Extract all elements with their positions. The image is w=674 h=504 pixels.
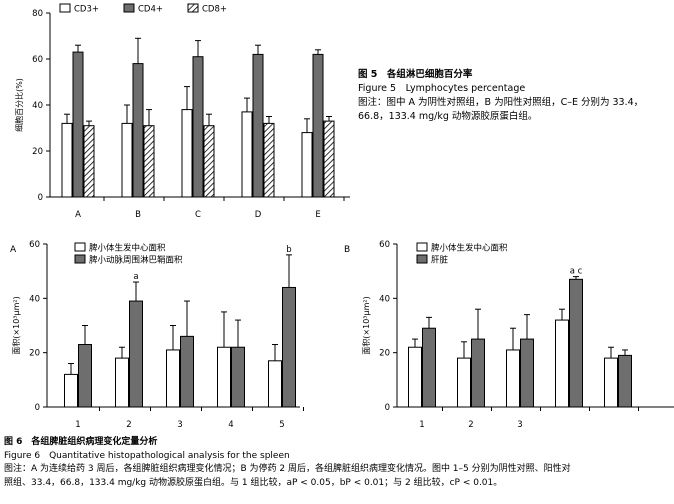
fig5-bar [143, 125, 155, 198]
fig6a-bar [166, 349, 180, 408]
fig5-y-tick-label: 0 [38, 193, 43, 203]
fig5-caption-title-en: Figure 5 Lymphocytes percentage [358, 83, 526, 94]
fig6b-bar [520, 338, 534, 408]
fig5-x-tick-label: B [135, 210, 141, 220]
fig5-y-tick-label: 80 [32, 9, 43, 19]
fig5-caption: 图 5 各组淋巴细胞百分率 Figure 5 Lymphocytes perce… [358, 68, 668, 124]
fig6b-bar [457, 357, 471, 408]
fig6b-x-tick-label: 3 [517, 420, 522, 430]
fig6-caption-note-2: 照组、33.4，66.8，133.4 mg/kg 动物源胶原蛋白组。与 1 组比… [4, 477, 503, 488]
fig6a-x-tick-label: 2 [126, 420, 131, 430]
fig6a-bar [64, 373, 78, 408]
fig5-x-tick-label: D [255, 210, 262, 220]
fig6a-x-tick-label: 3 [177, 420, 182, 430]
fig6a-y-axis-label: 面积(×10³μm²) [11, 296, 21, 354]
fig6b-significance-label: a c [570, 267, 583, 277]
fig6b-bar [618, 354, 632, 408]
fig6b-legend-label: 脾小体生发中心面积 [431, 243, 508, 254]
fig6b-bar [471, 338, 485, 408]
fig5-x-tick-label: A [75, 210, 81, 220]
fig5-bar [323, 120, 335, 198]
fig6a-legend-swatch [74, 242, 86, 252]
fig6b-bar [422, 327, 436, 408]
fig5-legend-swatch [187, 3, 199, 13]
fig5-bar [121, 122, 133, 198]
fig5-bar [203, 125, 215, 198]
fig5-bar [181, 109, 193, 198]
fig6a-bar [268, 360, 282, 408]
fig5-caption-note-2: 66.8，133.4 mg/kg 动物源胶原蛋白组。 [358, 111, 538, 122]
fig6a-bar [180, 335, 194, 408]
fig6a-y-tick-label: 40 [29, 294, 40, 304]
fig5-x-tick-label: E [315, 210, 320, 220]
fig5-bar [241, 111, 253, 198]
fig6b-bar [555, 319, 569, 408]
fig5-legend-label: CD4+ [138, 5, 163, 15]
fig6b-legend-swatch [416, 254, 428, 264]
fig6a-x-tick-label: 5 [279, 420, 284, 430]
fig6a-y-tick-label: 20 [29, 349, 40, 359]
fig6a-bar [217, 346, 231, 408]
fig6a-legend-swatch [74, 254, 86, 264]
fig5-x-tick-label: C [195, 210, 201, 220]
fig5-y-tick-label: 60 [32, 55, 43, 65]
fig6b-y-axis-label: 面积(×10³μm²) [361, 296, 371, 354]
fig6a-x-tick-label: 1 [75, 420, 80, 430]
fig6a-x-tick-label: 4 [228, 420, 233, 430]
fig6b-x-tick-label: 1 [419, 420, 424, 430]
fig5-bar [263, 122, 275, 198]
fig6b-y-tick-label: 20 [379, 349, 390, 359]
fig5-bar [312, 53, 324, 198]
fig6a-legend-label: 脾小体生发中心面积 [89, 243, 166, 254]
fig6a-y-tick-label: 0 [35, 403, 40, 413]
fig6a-significance-label: b [286, 245, 291, 255]
fig6a-y-tick-label: 60 [29, 240, 40, 250]
fig6a-bar [231, 346, 245, 408]
fig6a-bar [282, 286, 296, 408]
fig5-bar [301, 132, 313, 198]
fig6a-significance-label: a [133, 272, 138, 282]
fig6-caption-title: 图 6 各组脾脏组织病理变化定量分析 [4, 437, 158, 447]
fig5-caption-title: 图 5 各组淋巴细胞百分率 [358, 69, 473, 80]
fig6-caption: 图 6 各组脾脏组织病理变化定量分析 Figure 6 Quantitative… [4, 436, 672, 490]
fig5-bar [132, 63, 144, 198]
fig6a-bar [78, 344, 92, 408]
fig5-bar [61, 122, 73, 198]
fig6-caption-note-1: 图注：A 为连续给药 3 周后，各组脾脏组织病理变化情况；B 为停药 2 周后，… [4, 464, 571, 474]
fig5-bar [252, 53, 264, 198]
fig6a-bar [129, 300, 143, 408]
fig6a-legend-label: 脾小动脉周围淋巴鞘面积 [89, 255, 183, 266]
fig6b-y-tick-label: 60 [379, 240, 390, 250]
fig6b-bar [569, 278, 583, 408]
fig6b-y-tick-label: 40 [379, 294, 390, 304]
fig6b-y-tick-label: 0 [385, 403, 390, 413]
panel-label-a: A [10, 245, 17, 255]
fig5-legend-label: CD8+ [202, 5, 227, 15]
fig6a-bar [115, 357, 129, 408]
fig6b-legend-swatch [416, 242, 428, 252]
fig6b-legend-label: 肝脏 [431, 255, 449, 266]
fig6b-bar [604, 357, 618, 408]
fig5-bar [83, 125, 95, 198]
fig5-bar [72, 51, 84, 198]
fig5-bar [192, 56, 204, 198]
fig5-y-tick-label: 40 [32, 101, 43, 111]
fig6b-bar [506, 349, 520, 408]
fig6b-bar [408, 346, 422, 408]
panel-label-b: B [344, 245, 350, 255]
fig5-y-axis-label: 细胞百分比(%) [14, 78, 24, 132]
fig5-legend-swatch [123, 3, 135, 13]
fig6b-x-tick-label: 2 [468, 420, 473, 430]
fig5-y-tick-label: 20 [32, 147, 43, 157]
fig5-legend-label: CD3+ [74, 5, 99, 15]
fig5-caption-note-1: 图注：图中 A 为阴性对照组，B 为阳性对照组，C–E 分别为 33.4， [358, 97, 644, 108]
fig6-caption-title-en: Figure 6 Quantitative histopathological … [4, 450, 290, 461]
fig5-legend-swatch [59, 3, 71, 13]
